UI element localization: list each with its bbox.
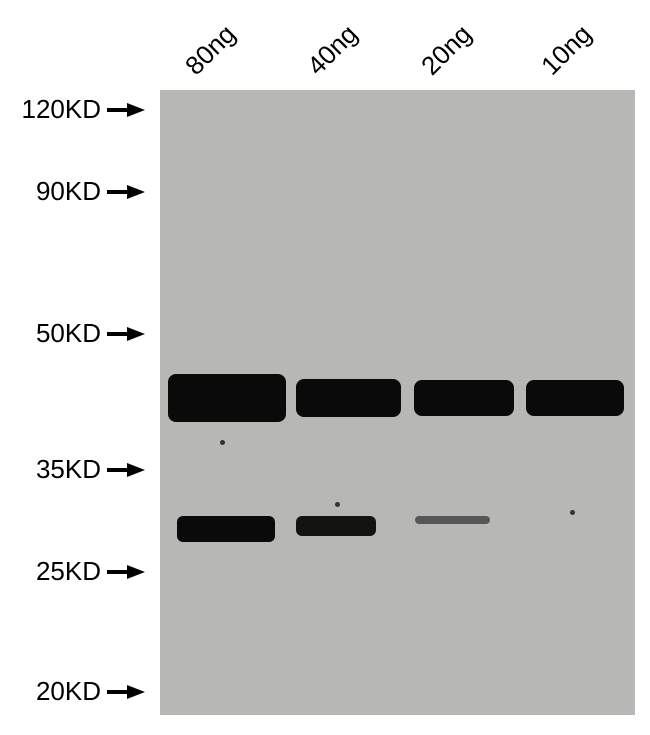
- arrow-shaft: [107, 468, 127, 472]
- ladder-label-0: 120KD: [6, 94, 145, 125]
- ladder-label-3: 35KD: [6, 454, 145, 485]
- arrow-right-icon: [127, 327, 145, 341]
- lane-label-3: 10ng: [535, 19, 598, 82]
- band-main-0: [168, 374, 286, 422]
- ladder-label-1: 90KD: [6, 176, 145, 207]
- lane-label-1: 40ng: [301, 19, 364, 82]
- arrow-right-icon: [127, 565, 145, 579]
- band-main-3: [526, 380, 624, 416]
- band-secondary-0: [177, 516, 275, 542]
- ladder-label-text: 25KD: [6, 556, 101, 587]
- ladder-label-5: 20KD: [6, 676, 145, 707]
- western-blot-figure: 120KD 90KD 50KD 35KD 25KD 20KD 80ng 40ng 20ng 10n…: [0, 0, 650, 735]
- band-main-2: [414, 380, 514, 416]
- arrow-shaft: [107, 332, 127, 336]
- arrow-right-icon: [127, 103, 145, 117]
- lane-label-2: 20ng: [415, 19, 478, 82]
- lane-label-0: 80ng: [179, 19, 242, 82]
- arrow-right-icon: [127, 685, 145, 699]
- ladder-label-text: 35KD: [6, 454, 101, 485]
- speck-1: [335, 502, 340, 507]
- arrow-right-icon: [127, 463, 145, 477]
- speck-2: [570, 510, 575, 515]
- arrow-shaft: [107, 190, 127, 194]
- ladder-label-text: 90KD: [6, 176, 101, 207]
- ladder-label-text: 50KD: [6, 318, 101, 349]
- ladder-label-text: 120KD: [6, 94, 101, 125]
- band-secondary-2: [415, 516, 490, 524]
- speck-0: [220, 440, 225, 445]
- arrow-right-icon: [127, 185, 145, 199]
- ladder-label-2: 50KD: [6, 318, 145, 349]
- arrow-shaft: [107, 690, 127, 694]
- ladder-label-text: 20KD: [6, 676, 101, 707]
- band-main-1: [296, 379, 401, 417]
- ladder-label-4: 25KD: [6, 556, 145, 587]
- band-secondary-1: [296, 516, 376, 536]
- arrow-shaft: [107, 108, 127, 112]
- arrow-shaft: [107, 570, 127, 574]
